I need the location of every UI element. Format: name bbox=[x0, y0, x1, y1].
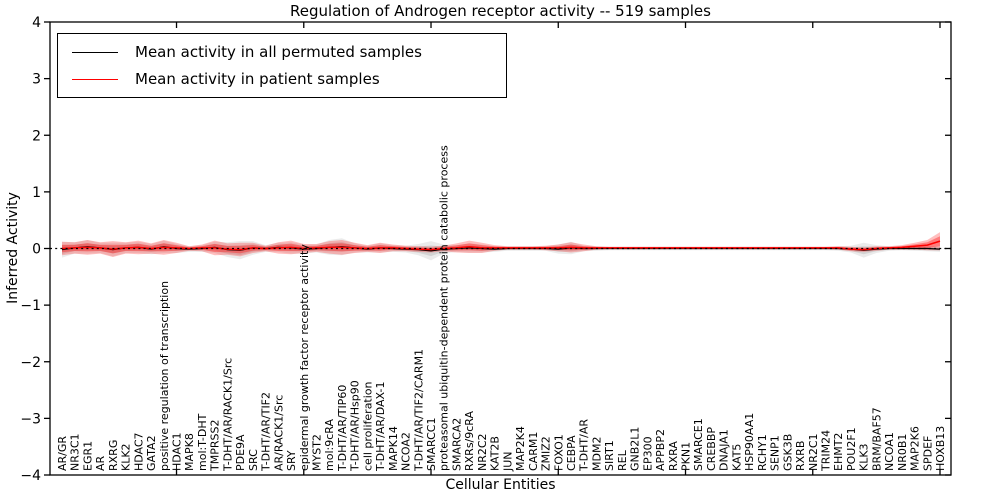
entity-label: MYST2 bbox=[311, 434, 324, 471]
entity-label: KLK2 bbox=[120, 443, 133, 471]
y-tick-label: −1 bbox=[20, 298, 41, 314]
entity-label: KLK3 bbox=[858, 443, 871, 471]
patient-line-swatch bbox=[72, 78, 118, 80]
entity-label: REL bbox=[616, 449, 629, 471]
entity-label: PDE9A bbox=[234, 434, 247, 471]
y-tick-label: 2 bbox=[32, 128, 41, 144]
legend-label-patient: Mean activity in patient samples bbox=[135, 70, 380, 88]
entity-label: NCOA1 bbox=[883, 432, 896, 471]
entity-label: TMPRSS2 bbox=[209, 420, 222, 472]
permuted-line-swatch bbox=[72, 51, 118, 53]
entity-label: NR2C1 bbox=[807, 433, 820, 471]
y-tick-label: −3 bbox=[20, 411, 41, 427]
entity-label: HDAC1 bbox=[171, 432, 184, 471]
chart-title: Regulation of Androgen receptor activity… bbox=[290, 2, 711, 20]
entity-label: ZMIZ2 bbox=[540, 436, 553, 471]
entity-label: SIRT1 bbox=[603, 440, 616, 471]
entity-label: MAPK8 bbox=[183, 433, 196, 471]
entity-label: T-DHT/AR/TIF2/CARM1 bbox=[412, 349, 425, 472]
entity-label: GSK3B bbox=[781, 434, 794, 471]
entity-label: TRIM24 bbox=[820, 430, 833, 472]
entity-label: T-DHT/AR bbox=[578, 419, 591, 472]
entity-label: SMARCA2 bbox=[451, 418, 464, 471]
entity-label: CEBPA bbox=[565, 435, 578, 471]
entity-label: NR2C2 bbox=[476, 433, 489, 471]
entity-label: positive regulation of transcription bbox=[158, 281, 171, 471]
entity-label: cell proliferation bbox=[361, 381, 374, 471]
patient-std-band-inner bbox=[62, 236, 940, 254]
entity-label: RXRA bbox=[667, 441, 680, 471]
entity-label: HDAC7 bbox=[132, 432, 145, 471]
legend-item-patient: Mean activity in patient samples bbox=[72, 70, 506, 88]
entity-label: MDM2 bbox=[590, 437, 603, 471]
entity-label: T-DHT/AR/TIP60 bbox=[336, 385, 349, 472]
entity-label: APPBP2 bbox=[654, 429, 667, 471]
entity-label: CARM1 bbox=[527, 432, 540, 471]
entity-label: RCHY1 bbox=[756, 434, 769, 471]
entity-label: NCOA2 bbox=[400, 432, 413, 471]
entity-label: BRM/BAF57 bbox=[870, 407, 883, 471]
entity-label: T-DHT/AR/DAX-1 bbox=[374, 382, 387, 472]
entity-label: SENP1 bbox=[769, 435, 782, 471]
entity-label: PKN1 bbox=[680, 442, 693, 471]
entity-label: NR0B1 bbox=[896, 434, 909, 471]
entity-label: T-DHT/AR/Hsp90 bbox=[349, 380, 362, 472]
entity-label: MAPK14 bbox=[387, 426, 400, 471]
legend-box: Mean activity in all permuted samples Me… bbox=[57, 33, 507, 98]
y-tick-label: 0 bbox=[32, 242, 41, 258]
entity-label: EHMT2 bbox=[832, 433, 845, 471]
entity-label: KAT2B bbox=[489, 436, 502, 471]
entity-label: MAP2K4 bbox=[514, 426, 527, 471]
entity-label: RXRG bbox=[107, 440, 120, 471]
entity-label: SMARCE1 bbox=[692, 418, 705, 471]
entity-label: MAP2K6 bbox=[909, 426, 922, 471]
entity-label: HOXB13 bbox=[934, 426, 947, 471]
entity-label: SRC bbox=[247, 449, 260, 471]
entity-label: proteasomal ubiquitin-dependent protein … bbox=[438, 145, 451, 471]
entity-label: GATA2 bbox=[145, 435, 158, 471]
entity-label: RXRs/9cRA bbox=[463, 410, 476, 471]
entity-label: AR/GR bbox=[56, 436, 69, 471]
y-tick-label: 3 bbox=[32, 72, 41, 88]
entity-label: mol:9cRA bbox=[323, 419, 336, 471]
entity-label: GNB2L1 bbox=[629, 427, 642, 471]
entity-label: JUN bbox=[501, 451, 514, 472]
entity-label: AR/RACK1/Src bbox=[272, 395, 285, 471]
y-axis-label: Inferred Activity bbox=[5, 192, 21, 304]
entity-label: mol:T-DHT bbox=[196, 413, 209, 471]
entity-label: SMARCC1 bbox=[425, 418, 438, 471]
entity-label: KAT5 bbox=[730, 444, 743, 471]
entity-label: SRY bbox=[285, 450, 298, 471]
entity-label: NR3C1 bbox=[69, 433, 82, 471]
entity-label: CREBBP bbox=[705, 427, 718, 471]
entity-label: EP300 bbox=[641, 436, 654, 471]
entity-label: RXRB bbox=[794, 441, 807, 471]
y-tick-label: −4 bbox=[20, 468, 41, 484]
entity-label: POU2F1 bbox=[845, 427, 858, 471]
entity-label: DNAJA1 bbox=[718, 429, 731, 471]
patient-std-band-outer bbox=[62, 232, 940, 257]
legend-label-permuted: Mean activity in all permuted samples bbox=[135, 43, 422, 61]
y-tick-label: 4 bbox=[32, 15, 41, 31]
x-axis-label: Cellular Entities bbox=[445, 477, 556, 493]
entity-label: T-DHT/AR/TIF2 bbox=[260, 392, 273, 472]
entity-label: AR bbox=[94, 455, 107, 471]
entity-label: HSP90AA1 bbox=[743, 413, 756, 471]
y-tick-label: 1 bbox=[32, 185, 41, 201]
entity-label: EGR1 bbox=[81, 441, 94, 471]
entity-label: FOXO1 bbox=[552, 434, 565, 471]
y-tick-label: −2 bbox=[20, 355, 41, 371]
entity-label: SPDEF bbox=[921, 436, 934, 471]
entity-label: epidermal growth factor receptor activit… bbox=[298, 244, 311, 471]
patient-mean-line bbox=[61, 240, 941, 251]
entity-label: T-DHT/AR/RACK1/Src bbox=[221, 358, 234, 472]
legend-item-permuted: Mean activity in all permuted samples bbox=[72, 43, 506, 61]
